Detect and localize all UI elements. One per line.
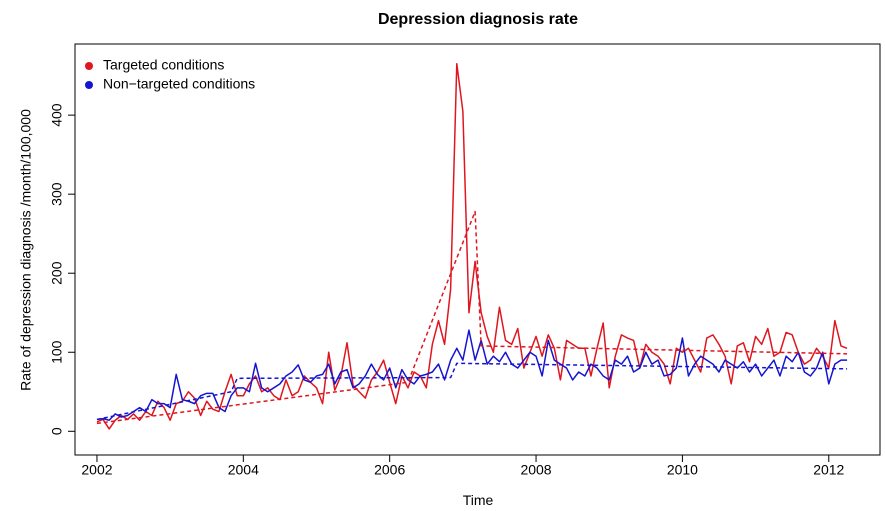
y-tick-label: 300 [49,182,65,206]
trend-line [96,210,848,425]
y-axis-label: Rate of depression diagnosis /month/100,… [18,109,34,391]
legend-marker [85,62,93,70]
legend-label: Non−targeted conditions [103,76,255,92]
x-tick-label: 2006 [374,462,405,478]
x-tick-label: 2012 [813,462,844,478]
y-tick-label: 100 [49,340,65,364]
data-line [96,329,848,421]
x-tick-label: 2008 [520,462,551,478]
y-tick-label: 0 [49,427,65,435]
legend-marker [85,81,93,89]
x-tick-label: 2004 [228,462,259,478]
plot-frame [74,43,881,456]
y-tick-label: 200 [49,261,65,285]
x-tick-label: 2002 [81,462,112,478]
x-tick-label: 2010 [667,462,698,478]
x-axis-label: Time [463,492,494,508]
y-tick-label: 400 [49,103,65,127]
data-line [96,63,848,430]
chart-title: Depression diagnosis rate [378,11,578,28]
trend-line [96,362,848,421]
legend-label: Targeted conditions [103,57,224,73]
